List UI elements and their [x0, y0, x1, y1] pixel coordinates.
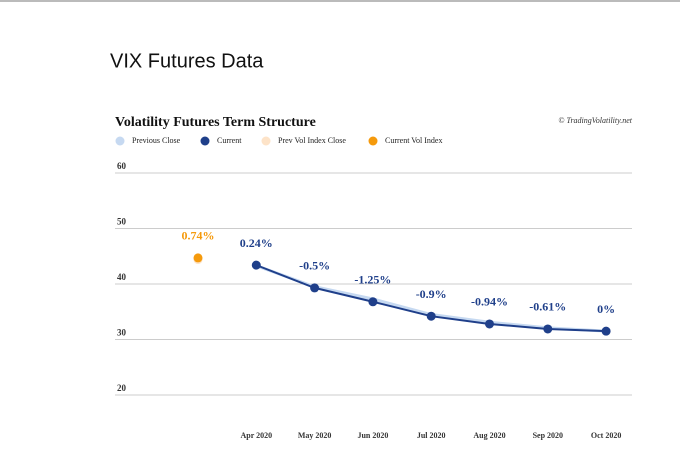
- chart-title: Volatility Futures Term Structure: [115, 115, 316, 130]
- y-tick-label: 20: [117, 383, 127, 393]
- change-label: -1.25%: [354, 273, 391, 287]
- top-border: [0, 0, 680, 2]
- x-tick-label: Sep 2020: [533, 431, 563, 440]
- change-label: 0.24%: [240, 236, 273, 250]
- change-label: 0.74%: [182, 229, 215, 243]
- data-point: [485, 319, 494, 329]
- y-tick-label: 40: [117, 272, 127, 282]
- y-tick-label: 60: [117, 161, 127, 171]
- data-point: [193, 253, 203, 263]
- data-point: [368, 297, 378, 307]
- legend-label: Current Vol Index: [385, 136, 442, 145]
- legend-label: Previous Close: [132, 136, 181, 145]
- data-point: [543, 324, 553, 334]
- legend-marker: [368, 136, 378, 146]
- x-tick-label: Aug 2020: [473, 431, 505, 440]
- change-label: 0%: [597, 302, 615, 316]
- data-point: [251, 260, 261, 270]
- change-label: -0.61%: [529, 300, 566, 314]
- legend-marker: [261, 136, 271, 146]
- data-point: [426, 311, 436, 321]
- x-tick-label: Jun 2020: [357, 431, 388, 440]
- change-label: -0.9%: [416, 287, 447, 301]
- change-label: -0.5%: [299, 259, 330, 273]
- data-point: [601, 326, 611, 336]
- legend-marker: [200, 136, 210, 146]
- change-label: -0.94%: [471, 295, 508, 309]
- y-tick-label: 50: [117, 217, 127, 227]
- page-title: VIX Futures Data: [110, 50, 264, 72]
- x-tick-label: Oct 2020: [591, 431, 621, 440]
- data-point: [310, 283, 320, 293]
- x-tick-label: Apr 2020: [240, 431, 272, 440]
- legend-marker: [115, 136, 125, 146]
- legend-label: Current: [217, 136, 242, 145]
- chart-credit: © TradingVolatility.net: [558, 116, 632, 125]
- y-tick-label: 30: [117, 328, 127, 338]
- x-tick-label: May 2020: [298, 431, 332, 440]
- legend-label: Prev Vol Index Close: [278, 136, 346, 145]
- x-tick-label: Jul 2020: [417, 431, 446, 440]
